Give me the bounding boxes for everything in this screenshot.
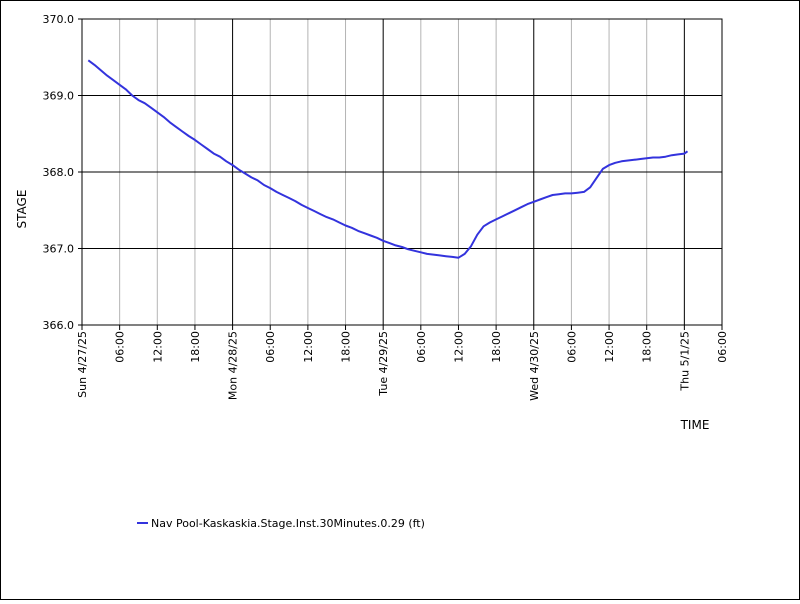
y-tick-label: 367.0	[43, 243, 75, 256]
x-tick-label: 12:00	[151, 331, 164, 363]
x-tick-label: Wed 4/30/25	[528, 331, 541, 401]
x-tick-label: 12:00	[452, 331, 465, 363]
x-tick-label: Tue 4/29/25	[377, 331, 390, 397]
x-axis-title: TIME	[680, 418, 710, 432]
x-tick-label: 12:00	[603, 331, 616, 363]
y-axis-title: STAGE	[15, 190, 29, 229]
x-tick-label: 18:00	[490, 331, 503, 363]
y-tick-label: 369.0	[43, 90, 75, 103]
tick-labels: 366.0 367.0 368.0 369.0 370.0 06:00 12:00 18:00…	[43, 13, 730, 401]
x-tick-label: Sun 4/27/25	[76, 331, 89, 398]
x-tick-label: 18:00	[189, 331, 202, 363]
legend-label: Nav Pool-Kaskaskia.Stage.Inst.30Minutes.…	[151, 517, 425, 530]
x-tick-label: 06:00	[264, 331, 277, 363]
y-tick-label: 370.0	[43, 13, 75, 26]
axes	[78, 18, 723, 330]
x-tick-label: 12:00	[302, 331, 315, 363]
y-tick-label: 366.0	[43, 319, 75, 332]
legend: Nav Pool-Kaskaskia.Stage.Inst.30Minutes.…	[137, 517, 425, 530]
x-tick-label: Thu 5/1/25	[678, 331, 691, 392]
x-tick-label: 18:00	[340, 331, 353, 363]
series-line	[87, 59, 689, 259]
x-tick-label: 06:00	[114, 331, 127, 363]
y-tick-label: 368.0	[43, 166, 75, 179]
x-tick-label: 06:00	[565, 331, 578, 363]
grid-lines	[81, 18, 723, 326]
x-tick-label: Mon 4/28/25	[227, 331, 240, 400]
series-layer	[87, 59, 689, 259]
x-tick-label: 06:00	[415, 331, 428, 363]
x-tick-label: 18:00	[641, 331, 654, 363]
x-tick-label: 06:00	[716, 331, 729, 363]
